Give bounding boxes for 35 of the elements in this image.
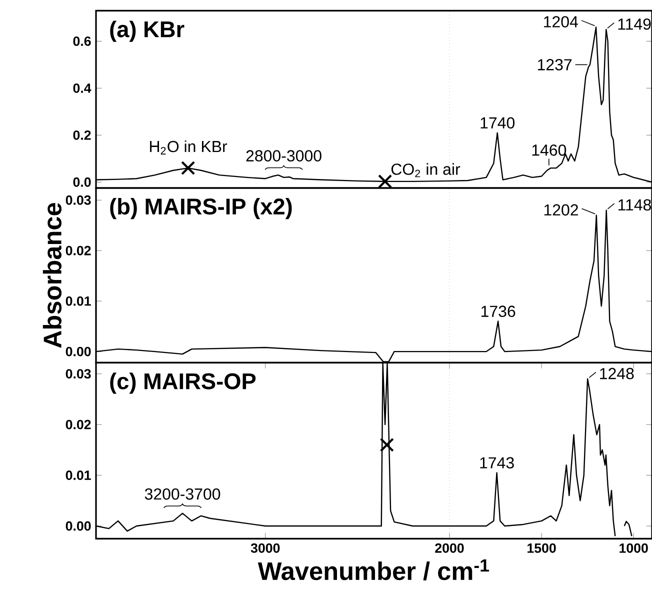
x-tick-label: 3000 xyxy=(250,543,280,553)
annotation: 1736 xyxy=(482,306,516,317)
y-tick-label: 0.01 xyxy=(66,470,91,480)
x-tick-label: 1500 xyxy=(528,543,556,553)
x-axis-title: Wavenumber / cm$^{-1}$ xyxy=(258,559,489,580)
y-axis-title: Absorbance xyxy=(42,202,62,348)
y-tick-label: 0.03 xyxy=(66,195,91,205)
annotation: 1149 xyxy=(618,18,651,30)
y-tick-label: 0.02 xyxy=(66,420,91,430)
chart-title: (c) MAIRS-OP xyxy=(110,372,256,394)
y-tick-label: 0.0 xyxy=(73,177,91,187)
annotation: 1248 xyxy=(600,368,634,380)
x-tick-label: 2000 xyxy=(435,543,464,553)
y-tick-label: 0.6 xyxy=(73,36,91,46)
annotation: H$_{2}$O in KBr xyxy=(150,140,228,154)
y-tick-label: 0.00 xyxy=(66,346,91,356)
annotation: 1740 xyxy=(480,117,515,128)
chart-title: (b) MAIRS-IP (x2) xyxy=(110,198,292,219)
annotation: CO$_{2}$ in air xyxy=(391,163,460,178)
y-tick-label: 0.02 xyxy=(66,246,91,256)
y-tick-label: 0.2 xyxy=(73,130,91,140)
y-tick-label: 0.01 xyxy=(66,296,91,306)
annotation: 1460 xyxy=(532,144,566,156)
y-tick-label: 0.00 xyxy=(66,521,91,531)
y-tick-label: 0.03 xyxy=(66,368,91,378)
annotation: 1202 xyxy=(544,204,578,216)
annotation: 1204 xyxy=(544,16,578,28)
annotation: 1148 xyxy=(618,199,651,210)
annotation: 1237 xyxy=(538,58,572,70)
annotation: 3200-3700 xyxy=(144,488,220,500)
chart-title: (a) KBr xyxy=(110,20,184,42)
annotation: 2800-3000 xyxy=(246,150,322,162)
x-tick-label: 1000 xyxy=(620,543,648,553)
y-tick-label: 0.4 xyxy=(73,83,92,93)
annotation: 1743 xyxy=(480,456,514,468)
